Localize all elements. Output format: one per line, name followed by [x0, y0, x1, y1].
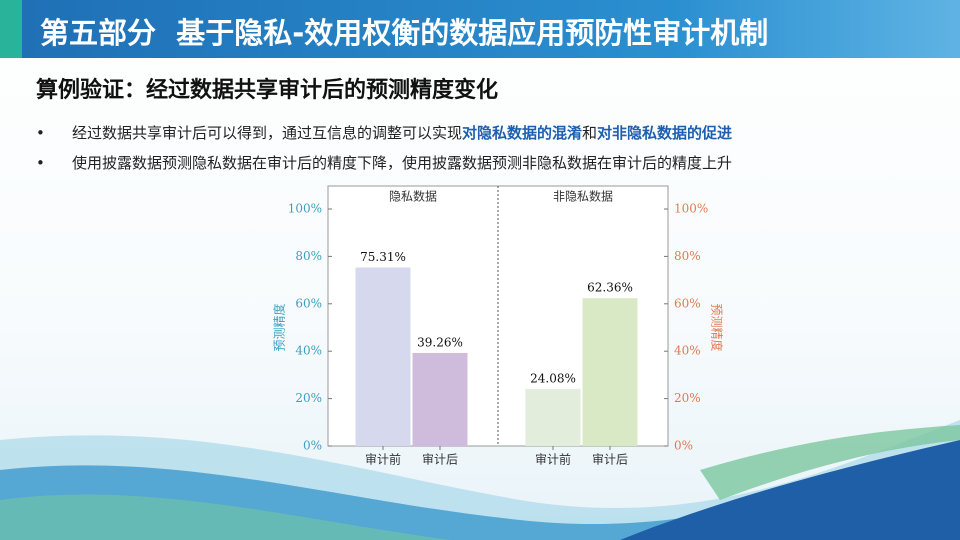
value-label: 75.31% — [360, 250, 406, 264]
bullet-text: 对非隐私数据的促进 — [597, 124, 733, 142]
header-strip — [0, 0, 22, 58]
x-tick-label: 审计前 — [535, 452, 571, 467]
panel-title: 非隐私数据 — [553, 189, 613, 204]
header-title: 第五部分 基于隐私-效用权衡的数据应用预防性审计机制 — [40, 16, 769, 50]
subtitle: 算例验证：经过数据共享审计后的预测精度变化 — [36, 78, 499, 103]
bullet-text: 使用披露数据预测隐私数据在审计后的精度下降，使用披露数据预测非隐私数据在审计后的… — [72, 154, 733, 172]
bullet-dot: • — [36, 124, 45, 142]
bar — [412, 352, 468, 446]
y-tick-label: 40% — [674, 344, 701, 358]
x-tick-label: 审计后 — [422, 452, 458, 467]
y-axis-label: 预测精度 — [272, 303, 287, 351]
y-tick-label: 0% — [303, 439, 322, 453]
bar — [355, 267, 411, 446]
header-bar — [0, 0, 960, 58]
y-tick-label: 80% — [295, 249, 322, 263]
y-tick-label: 0% — [674, 439, 693, 453]
bullet-text: 经过数据共享审计后可以得到，通过互信息的调整可以实现 — [72, 124, 463, 142]
y-tick-label: 80% — [674, 249, 701, 263]
bullet-text: 和 — [582, 124, 598, 142]
value-label: 24.08% — [530, 371, 576, 385]
y-tick-label: 20% — [674, 391, 701, 405]
y-tick-label: 100% — [674, 202, 708, 216]
panel-title: 隐私数据 — [389, 189, 437, 204]
y-tick-label: 100% — [288, 202, 322, 216]
y-axis-label: 预测精度 — [710, 303, 725, 351]
x-tick-label: 审计前 — [365, 452, 401, 467]
bullet: • 使用披露数据预测隐私数据在审计后的精度下降，使用披露数据预测非隐私数据在审计后… — [36, 152, 732, 173]
y-tick-label: 40% — [295, 344, 322, 358]
y-tick-label: 60% — [674, 296, 701, 310]
value-label: 62.36% — [587, 281, 633, 295]
x-tick-label: 审计后 — [592, 452, 628, 467]
bullet: • 经过数据共享审计后可以得到，通过互信息的调整可以实现对隐私数据的混淆和对非隐私… — [36, 122, 732, 143]
bar — [582, 298, 638, 446]
bullet-dot: • — [36, 154, 45, 172]
value-label: 39.26% — [417, 335, 463, 349]
bullet-text: 对隐私数据的混淆 — [462, 124, 583, 142]
y-tick-label: 60% — [295, 296, 322, 310]
bar — [525, 388, 581, 446]
y-tick-label: 20% — [295, 391, 322, 405]
